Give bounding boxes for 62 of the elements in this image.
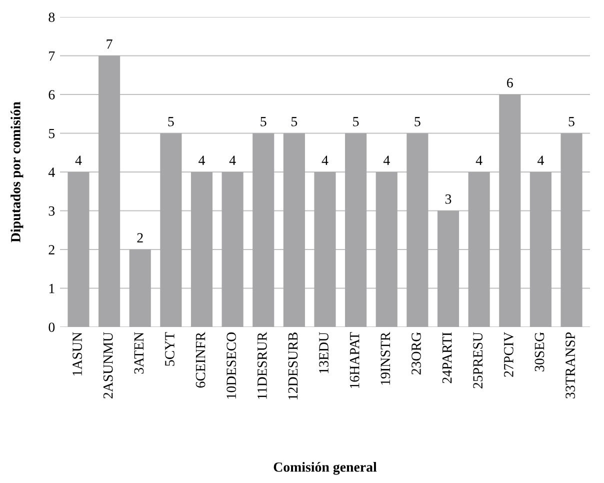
x-tick-label: 3ATEN [134, 332, 144, 374]
x-tick-label: 23ORG [412, 332, 421, 374]
bar [499, 94, 521, 327]
y-tick-label: 0 [48, 322, 55, 332]
x-tick-label: 11DESRUR [258, 332, 267, 399]
x-tick-label: 24PARTI [442, 332, 452, 384]
bar [283, 133, 305, 327]
data-label: 5 [414, 117, 420, 126]
bar [252, 133, 274, 327]
data-label: 4 [322, 156, 328, 165]
x-tick-label: 19INSTR [380, 332, 390, 385]
bar [222, 172, 244, 327]
x-tick-label: 27PCIV [504, 332, 514, 377]
x-tick-label: 2ASUNMU [103, 332, 113, 398]
bar [98, 56, 120, 327]
data-label: 5 [353, 117, 359, 126]
y-tick-label: 5 [49, 128, 55, 138]
data-label: 3 [445, 194, 452, 204]
x-tick-label: 10DESECO [226, 332, 236, 399]
bar [376, 172, 398, 327]
data-label: 4 [198, 156, 205, 165]
data-label: 4 [537, 156, 544, 165]
data-label: 6 [507, 78, 513, 88]
x-tick-label: 1ASUN [72, 332, 82, 376]
data-label: 5 [168, 117, 174, 126]
bar [160, 133, 182, 327]
data-label: 4 [383, 156, 390, 165]
x-tick-label: 12DESURB [288, 332, 298, 400]
y-tick-label: 3 [48, 206, 55, 216]
data-label: 5 [260, 117, 266, 126]
y-tick-label: 6 [48, 90, 55, 100]
x-axis-title: Comisión general [274, 462, 377, 475]
bar [530, 172, 552, 327]
x-tick-label: 5CYT [165, 332, 174, 366]
bar [406, 133, 428, 327]
y-tick-label: 8 [48, 12, 55, 22]
bar [560, 133, 582, 327]
bar [345, 133, 367, 327]
x-tick-label: 30SEG [534, 332, 544, 372]
data-label: 5 [292, 117, 298, 126]
x-tick-label: 13EDU [319, 332, 328, 374]
y-axis-title: Diputados por comisión [10, 102, 24, 242]
x-tick-label: 6CEINFR [196, 332, 206, 388]
y-tick-label: 4 [48, 168, 55, 177]
bar [129, 250, 151, 327]
bar [468, 172, 490, 327]
data-label: 5 [568, 117, 574, 126]
bar [314, 172, 336, 327]
y-tick-label: 2 [48, 245, 54, 254]
x-tick-label: 16HAPAT [350, 332, 360, 388]
data-label: 4 [75, 156, 82, 165]
bar [68, 172, 90, 327]
data-label: 7 [106, 40, 112, 49]
y-tick-label: 1 [49, 284, 54, 294]
data-label: 4 [476, 156, 482, 165]
x-tick-label: 33TRANSP [566, 332, 575, 398]
x-tick-label: 25PRESU [473, 332, 483, 388]
data-label: 2 [137, 233, 143, 242]
y-tick-label: 7 [49, 51, 55, 61]
bar [190, 172, 213, 327]
bar [437, 210, 460, 327]
data-label: 4 [229, 156, 236, 165]
